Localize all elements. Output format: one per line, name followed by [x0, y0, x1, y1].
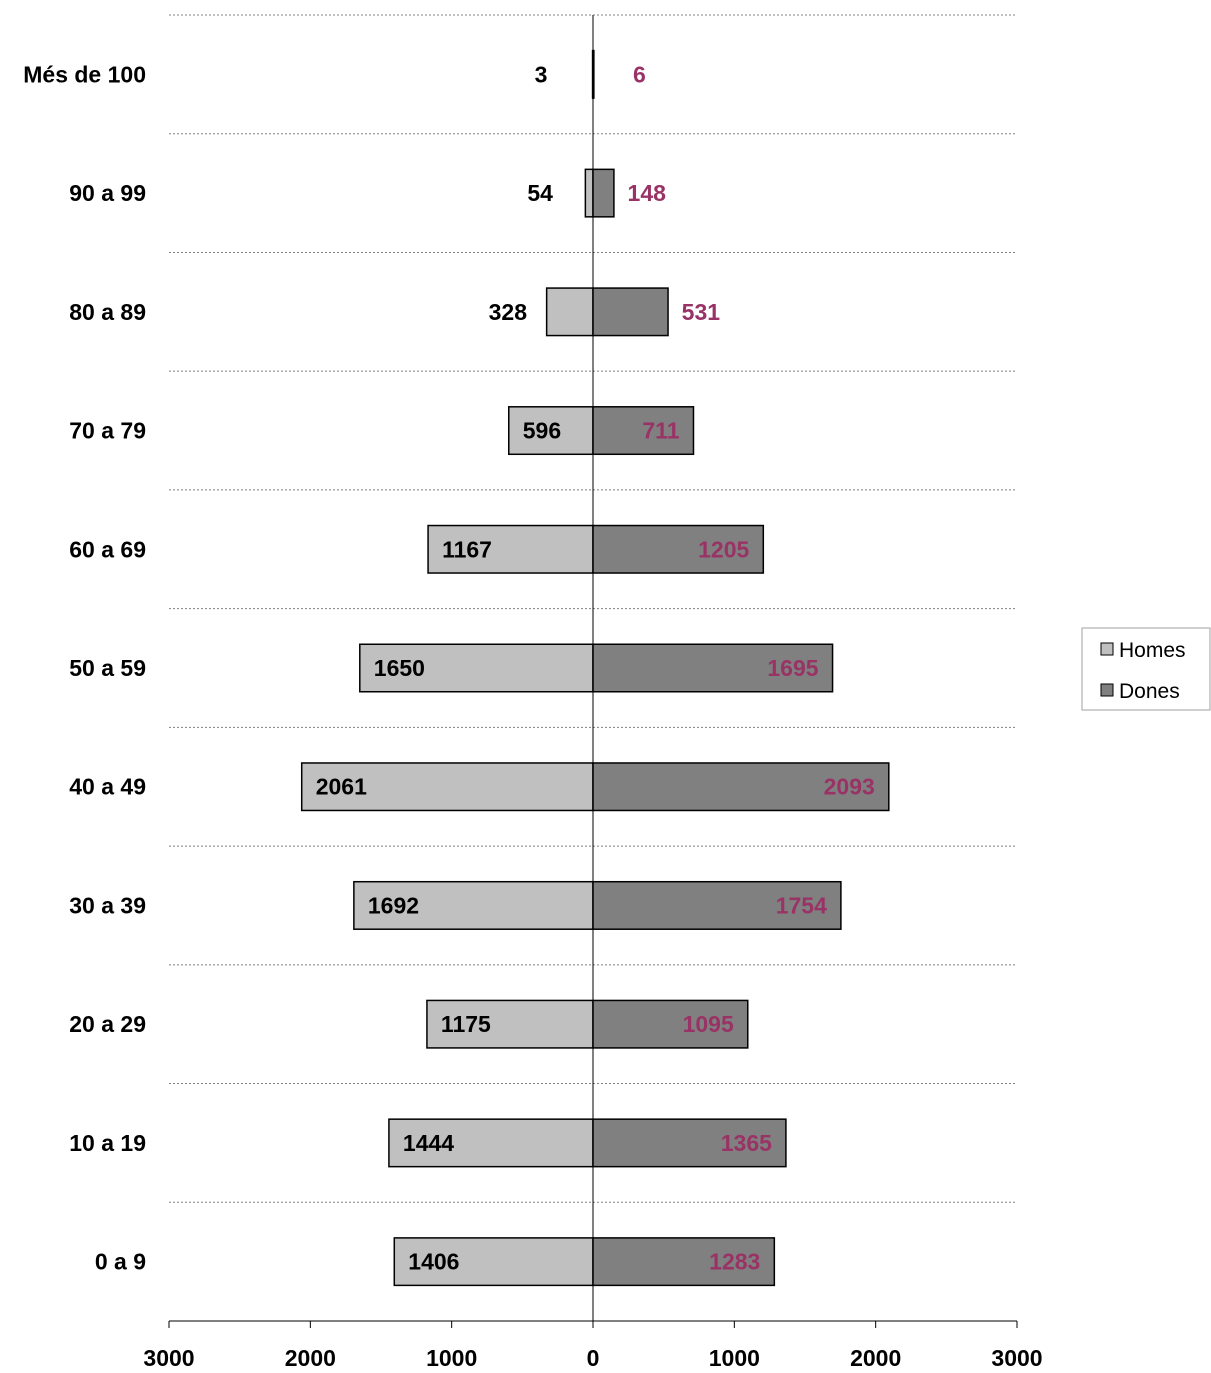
bar-dones [592, 880, 842, 930]
value-label-dones: 1695 [767, 655, 818, 681]
category-label: 90 a 99 [69, 180, 146, 206]
value-label-homes: 1444 [403, 1130, 454, 1156]
bar-homes [584, 168, 594, 218]
value-label-dones: 1095 [683, 1011, 734, 1037]
bar-homes [388, 1118, 594, 1168]
bar-dones [592, 999, 749, 1049]
x-tick-label: 0 [587, 1345, 600, 1371]
bar-dones [592, 287, 669, 337]
legend-swatch-homes [1100, 642, 1114, 656]
category-label: 60 a 69 [69, 536, 146, 562]
x-tick-label: 3000 [143, 1345, 194, 1371]
category-labels: Més de 100 90 a 99 80 a 89 70 a 79 60 a 69 50… [23, 61, 146, 1274]
value-label-homes: 1692 [368, 892, 419, 918]
value-label-homes: 1167 [442, 536, 492, 562]
x-tick-label: 1000 [426, 1345, 477, 1371]
x-tick-label: 2000 [285, 1345, 336, 1371]
bar-homes [393, 1237, 594, 1287]
axes [168, 15, 1018, 1328]
value-label-dones: 6 [633, 61, 646, 87]
category-label: 40 a 49 [69, 774, 146, 800]
value-label-dones: 1283 [709, 1249, 760, 1275]
category-label: 0 a 9 [95, 1249, 146, 1275]
legend-label-homes: Homes [1119, 639, 1186, 662]
category-label: 70 a 79 [69, 418, 146, 444]
value-label-dones: 1365 [721, 1130, 772, 1156]
bar-dones [592, 1237, 776, 1287]
value-label-dones: 1754 [776, 892, 827, 918]
value-label-homes: 1650 [374, 655, 425, 681]
value-label-homes: 596 [523, 418, 561, 444]
category-label: Més de 100 [23, 61, 146, 87]
value-label-dones: 2093 [824, 774, 875, 800]
value-label-homes: 328 [489, 299, 528, 325]
bar-homes [300, 762, 594, 812]
bar-dones [592, 524, 765, 574]
x-tick-label: 1000 [709, 1345, 760, 1371]
value-label-dones: 711 [642, 418, 679, 444]
legend: Homes Dones [1081, 627, 1211, 711]
legend-swatch-dones [1100, 683, 1114, 697]
category-label: 20 a 29 [69, 1011, 146, 1037]
x-tick-labels: 3000 2000 1000 0 1000 2000 3000 [143, 1345, 1042, 1371]
bar-dones [592, 168, 615, 218]
value-label-dones: 531 [682, 299, 721, 325]
bar-homes [426, 999, 594, 1049]
bar-dones [592, 406, 695, 456]
bar-dones [592, 643, 834, 693]
x-tick-label: 2000 [850, 1345, 901, 1371]
legend-label-dones: Dones [1119, 680, 1180, 703]
value-label-dones: 1205 [698, 536, 749, 562]
value-label-homes: 54 [527, 180, 553, 206]
value-label-homes: 3 [535, 61, 548, 87]
bar-homes [508, 406, 594, 456]
bar-homes [545, 287, 594, 337]
category-label: 10 a 19 [69, 1130, 146, 1156]
category-label: 30 a 39 [69, 892, 146, 918]
bar-homes [427, 524, 594, 574]
bar-homes [353, 880, 594, 930]
category-label: 80 a 89 [69, 299, 146, 325]
value-label-homes: 1406 [408, 1249, 459, 1275]
value-labels: 3 6 54 148 328 531 596 711 1167 1205 1650 1695 2061 2… [316, 61, 875, 1274]
value-label-homes: 2061 [316, 774, 367, 800]
value-label-dones: 148 [628, 180, 667, 206]
x-tick-label: 3000 [991, 1345, 1042, 1371]
category-label: 50 a 59 [69, 655, 146, 681]
value-label-homes: 1175 [441, 1011, 491, 1037]
